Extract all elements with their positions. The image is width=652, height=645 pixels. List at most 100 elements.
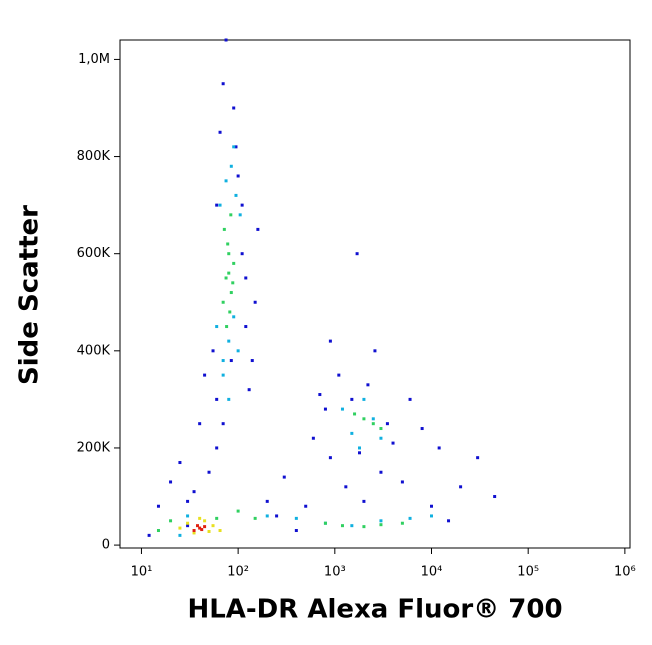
x-tick-label: 10² [227,565,249,580]
point [385,422,389,426]
point [203,519,207,523]
point [379,436,383,440]
point [400,521,404,525]
point [350,524,354,528]
point [350,397,354,401]
point [294,529,298,533]
point [430,504,434,508]
point [203,373,207,377]
point [227,397,231,401]
x-tick-label: 10³ [324,565,346,580]
point [232,106,236,110]
point [275,514,279,518]
point [229,213,233,217]
point [340,407,344,411]
point [340,524,344,528]
point [379,427,383,431]
point [224,38,228,42]
point [318,393,322,397]
point [232,261,236,265]
point [221,300,225,304]
point [400,480,404,484]
point [234,193,238,197]
point [169,519,173,523]
point [227,339,231,343]
point [232,315,236,319]
point [357,446,361,450]
point [207,470,211,474]
point [169,480,173,484]
point [225,325,229,329]
point [350,431,354,435]
point [192,529,196,533]
point [186,499,190,503]
point [196,524,200,528]
point [178,533,182,537]
point [221,359,225,363]
point [229,359,233,363]
point [218,203,222,207]
point [294,516,298,520]
point [215,325,219,329]
point [218,130,222,134]
point [244,276,248,280]
point [240,203,244,207]
point [344,485,348,489]
point [353,412,357,416]
point [215,446,219,450]
point [236,509,240,513]
point [221,373,225,377]
point [147,533,151,537]
point [203,525,207,529]
point [357,451,361,455]
point [228,310,232,314]
point [328,339,332,343]
point [355,252,359,256]
point [420,427,424,431]
point [238,213,242,217]
point [265,499,269,503]
point [198,526,202,530]
x-axis-title: HLA-DR Alexa Fluor® 700 [187,595,562,625]
point [178,461,182,465]
point [430,514,434,518]
point [200,528,204,532]
x-tick-label: 10¹ [131,565,153,580]
point [198,516,202,520]
point [253,516,257,520]
point [437,446,441,450]
point [224,179,228,183]
point [186,521,190,525]
point [362,499,366,503]
point [379,470,383,474]
point [240,252,244,256]
point [447,519,451,523]
point [323,521,327,525]
y-tick-label: 200K [77,440,111,455]
point [476,456,480,460]
point [218,529,222,533]
point [236,349,240,353]
point [408,516,412,520]
point [311,436,315,440]
point [192,531,196,535]
point [211,349,215,353]
point [215,397,219,401]
point [229,291,233,295]
point [371,417,375,421]
x-tick-label: 10⁴ [421,565,443,580]
point [362,525,366,529]
y-tick-label: 1,0M [78,52,110,67]
y-tick-label: 800K [77,149,111,164]
point [253,300,257,304]
point [244,325,248,329]
y-axis-title: Side Scatter [15,205,45,385]
point [379,523,383,527]
point [227,271,231,275]
point [366,383,370,387]
point [186,514,190,518]
point [373,349,377,353]
point [379,519,383,523]
point [265,514,269,518]
